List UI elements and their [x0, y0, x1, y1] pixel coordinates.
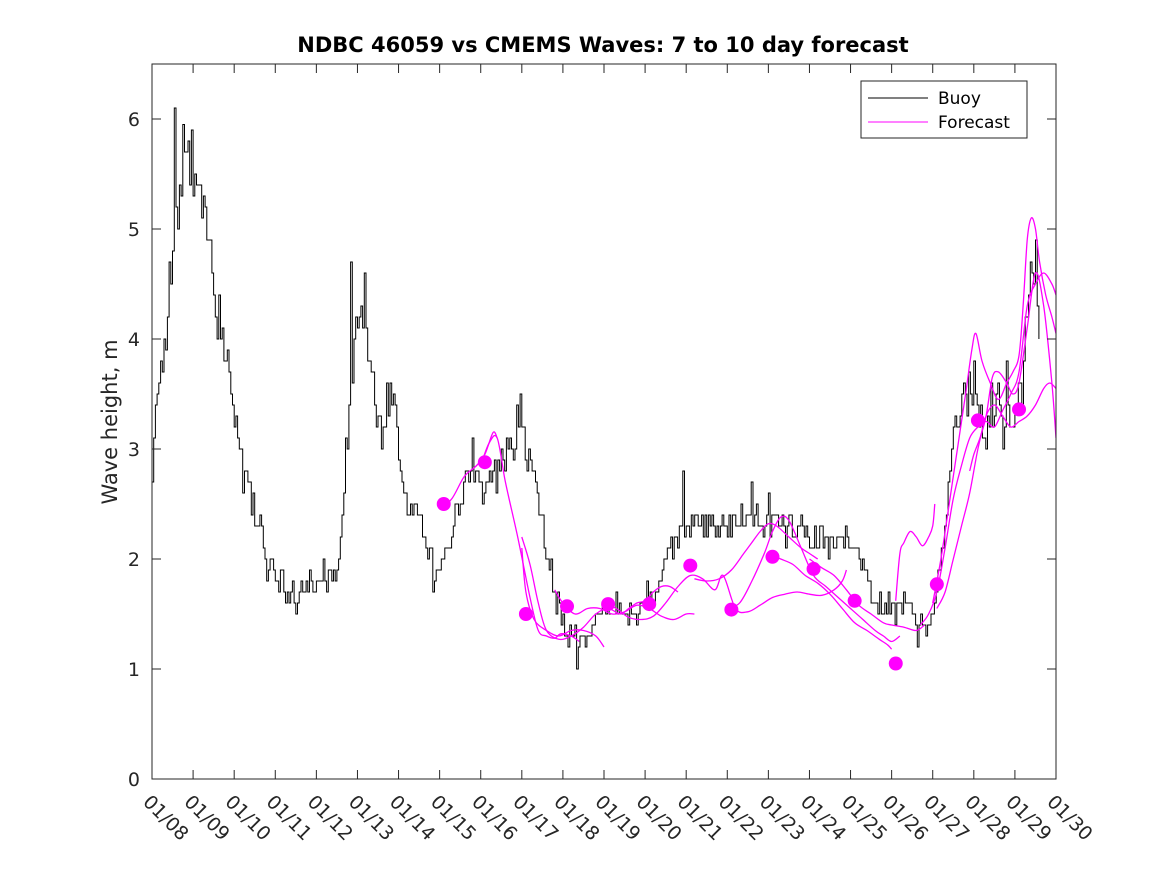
y-tick-label: 5	[128, 219, 140, 241]
forecast-point	[683, 558, 698, 573]
forecast-point	[601, 597, 616, 612]
forecast-point	[560, 599, 575, 614]
forecast-point	[970, 413, 985, 428]
forecast-series-line	[969, 271, 1056, 472]
forecast-point	[1012, 402, 1027, 417]
forecast-point	[888, 656, 903, 671]
forecast-series-line	[919, 272, 1056, 626]
forecast-series-line	[809, 558, 925, 632]
forecast-series-line	[439, 431, 498, 511]
y-tick-label: 2	[128, 549, 140, 571]
forecast-series-line	[480, 434, 580, 643]
buoy-series-line	[152, 107, 1040, 670]
chart-title: NDBC 46059 vs CMEMS Waves: 7 to 10 day f…	[297, 33, 908, 57]
forecast-point	[765, 549, 780, 564]
forecast-point	[518, 607, 533, 621]
legend-forecast-label: Forecast	[938, 113, 1010, 133]
y-tick-label: 0	[128, 769, 140, 791]
forecast-series-line	[895, 503, 936, 601]
y-tick-label: 3	[128, 439, 140, 461]
y-tick-label: 1	[128, 659, 140, 681]
forecast-point	[436, 497, 451, 511]
forecast-point	[929, 577, 944, 592]
forecast-series-line	[603, 569, 848, 621]
forecast-series-line	[554, 589, 695, 621]
y-axis-label: Wave height, m	[98, 339, 122, 504]
forecast-series-line	[768, 552, 893, 650]
forecast-point	[847, 593, 862, 608]
forecast-point	[724, 602, 739, 617]
forecast-point	[806, 561, 821, 576]
forecast-series-line	[521, 547, 605, 648]
forecast-point	[642, 597, 657, 612]
y-tick-label: 6	[128, 109, 140, 131]
legend: Buoy Forecast	[860, 80, 1028, 139]
legend-box	[860, 80, 1028, 139]
y-tick-label: 4	[128, 329, 140, 351]
legend-buoy-label: Buoy	[938, 89, 981, 109]
forecast-point	[477, 455, 492, 470]
forecast-series-line	[936, 382, 1056, 609]
